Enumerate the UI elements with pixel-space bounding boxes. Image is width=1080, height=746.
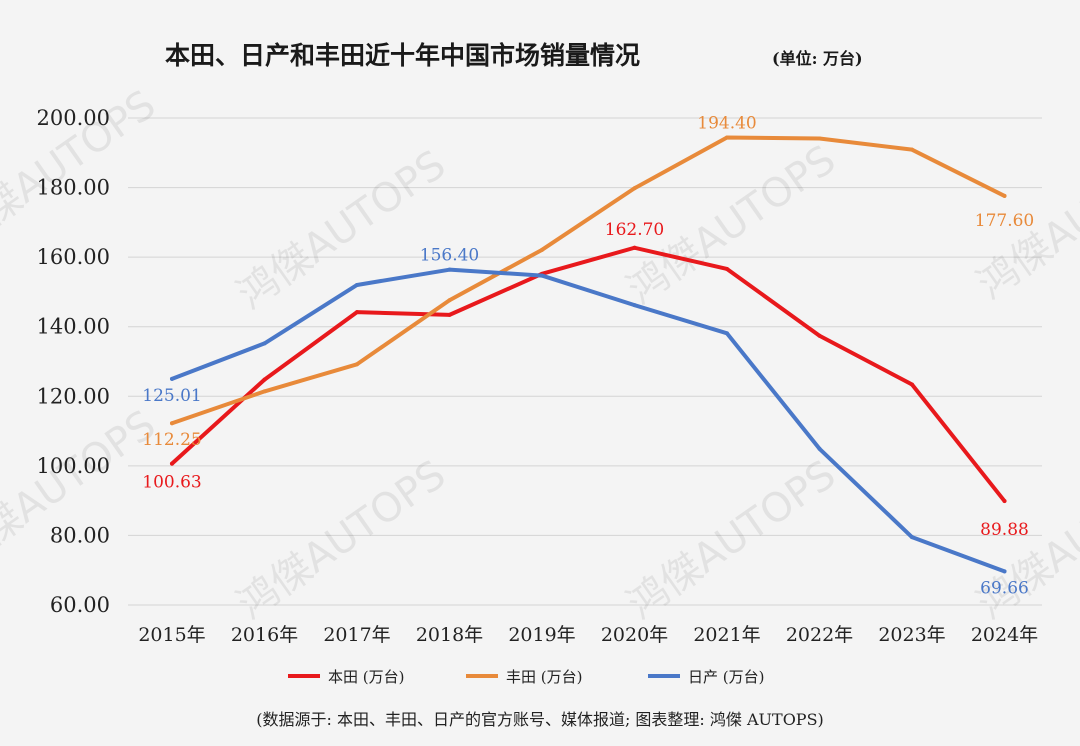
x-tick-label: 2023年: [878, 624, 945, 646]
data-point: [447, 298, 452, 303]
chart-title: 本田、日产和丰田近十年中国市场销量情况: [165, 41, 640, 70]
watermark: 鸿傑AUTOPS: [229, 142, 454, 319]
source-note: (数据源于: 本田、丰田、日产的官方账号、媒体报道; 图表整理: 鸿傑 AUTO…: [256, 710, 824, 729]
data-point: [262, 341, 267, 346]
x-tick-label: 2015年: [138, 624, 205, 646]
data-label: 177.60: [975, 211, 1034, 231]
legend-label: 日产 (万台): [688, 668, 764, 686]
data-point: [817, 446, 822, 451]
data-point: [355, 362, 359, 367]
grid-layer: [128, 117, 1042, 606]
x-tick-label: 2017年: [323, 624, 390, 646]
data-point: [170, 376, 174, 381]
y-axis: 60.00 80.00 100.00 120.00 140.00 160.00 180.00…: [37, 106, 110, 617]
x-tick-label: 2024年: [971, 624, 1038, 646]
data-label: 156.40: [420, 246, 479, 266]
y-tick-label: 100.00: [37, 454, 110, 478]
data-point: [1002, 499, 1007, 504]
data-point: [170, 421, 174, 426]
data-point: [725, 135, 729, 140]
data-point: [447, 312, 452, 317]
data-point: [355, 310, 359, 315]
data-point: [632, 245, 637, 250]
data-point: [1002, 193, 1007, 198]
data-labels: 100.63 162.70 89.88 112.25 194.40 177.60 125.0…: [142, 113, 1034, 598]
data-label: 89.88: [980, 520, 1029, 540]
data-point: [725, 266, 729, 271]
watermark: 鸿傑AUTOPS: [0, 402, 164, 579]
x-tick-label: 2019年: [508, 624, 575, 646]
data-point: [817, 136, 822, 141]
legend-label: 本田 (万台): [328, 668, 404, 686]
data-label: 112.25: [142, 430, 201, 450]
data-point: [910, 147, 914, 152]
y-tick-label: 180.00: [37, 176, 110, 200]
y-tick-label: 200.00: [37, 106, 110, 130]
data-point: [540, 273, 544, 278]
data-point: [910, 382, 914, 387]
data-label: 194.40: [697, 113, 756, 133]
x-tick-label: 2016年: [231, 624, 298, 646]
data-label: 69.66: [980, 578, 1029, 598]
data-point: [632, 303, 637, 308]
series-line-2: [170, 267, 1007, 574]
data-label: 125.01: [142, 386, 201, 406]
series-line-0: [170, 245, 1007, 504]
y-tick-label: 60.00: [50, 593, 110, 617]
y-tick-label: 80.00: [50, 523, 110, 547]
data-point: [1002, 569, 1007, 574]
y-tick-label: 140.00: [37, 315, 110, 339]
data-point: [447, 267, 452, 272]
series-line-1: [170, 135, 1007, 426]
data-point: [725, 331, 729, 336]
x-axis: 2015年 2016年 2017年 2018年 2019年 2020年 2021年 2022年…: [138, 624, 1038, 646]
y-tick-label: 160.00: [37, 245, 110, 269]
data-point: [355, 282, 359, 287]
data-label: 100.63: [142, 473, 201, 493]
data-point: [632, 186, 637, 191]
series-layer: [170, 135, 1007, 574]
data-label: 162.70: [605, 220, 664, 240]
watermark: 鸿傑AUTOPS: [229, 452, 454, 629]
legend-label: 丰田 (万台): [506, 668, 582, 686]
x-tick-label: 2022年: [786, 624, 853, 646]
data-point: [540, 247, 544, 252]
data-point: [262, 389, 267, 394]
x-tick-label: 2018年: [416, 624, 483, 646]
legend: 本田 (万台) 丰田 (万台) 日产 (万台): [288, 668, 764, 686]
data-point: [910, 535, 914, 540]
data-point: [817, 333, 822, 338]
x-tick-label: 2020年: [601, 624, 668, 646]
watermark: 鸿傑AUTOPS: [619, 452, 844, 629]
data-point: [262, 377, 267, 382]
x-tick-label: 2021年: [693, 624, 760, 646]
chart-unit: (单位: 万台): [772, 49, 863, 68]
data-point: [170, 461, 174, 466]
y-tick-label: 120.00: [37, 384, 110, 408]
